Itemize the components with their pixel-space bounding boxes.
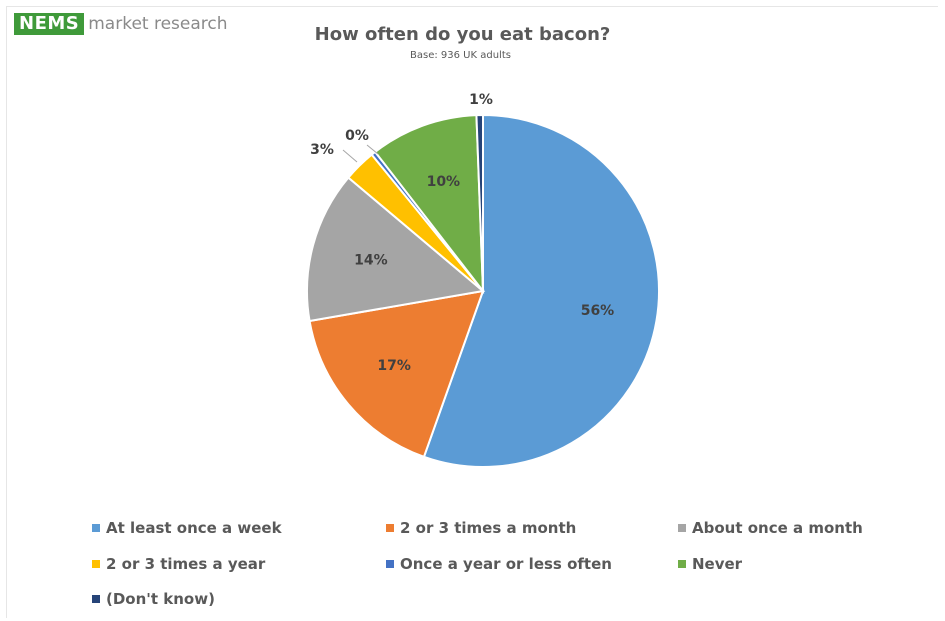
data-label: 3% [310, 142, 334, 158]
pie-slice [308, 289, 485, 459]
leader-line [366, 144, 379, 155]
leader-line [342, 149, 358, 163]
data-label: 10% [427, 174, 461, 190]
data-label: 14% [354, 253, 388, 269]
data-label: 17% [377, 358, 411, 374]
data-label: 56% [581, 303, 615, 319]
pie-slice [373, 114, 485, 295]
logo-brand: NEMS [14, 13, 85, 35]
pie-slice [422, 113, 660, 468]
chart-title: How often do you eat bacon? [314, 24, 611, 45]
chart-subtitle: Base: 936 UK adults [410, 50, 511, 61]
chart-frame [6, 6, 938, 618]
logo-tagline: market research [88, 14, 228, 34]
pie-slice [306, 176, 486, 323]
data-label: 1% [469, 92, 493, 108]
data-label: 0% [345, 128, 369, 144]
nems-logo: NEMS market research [14, 13, 228, 35]
pie-slice [475, 113, 484, 292]
